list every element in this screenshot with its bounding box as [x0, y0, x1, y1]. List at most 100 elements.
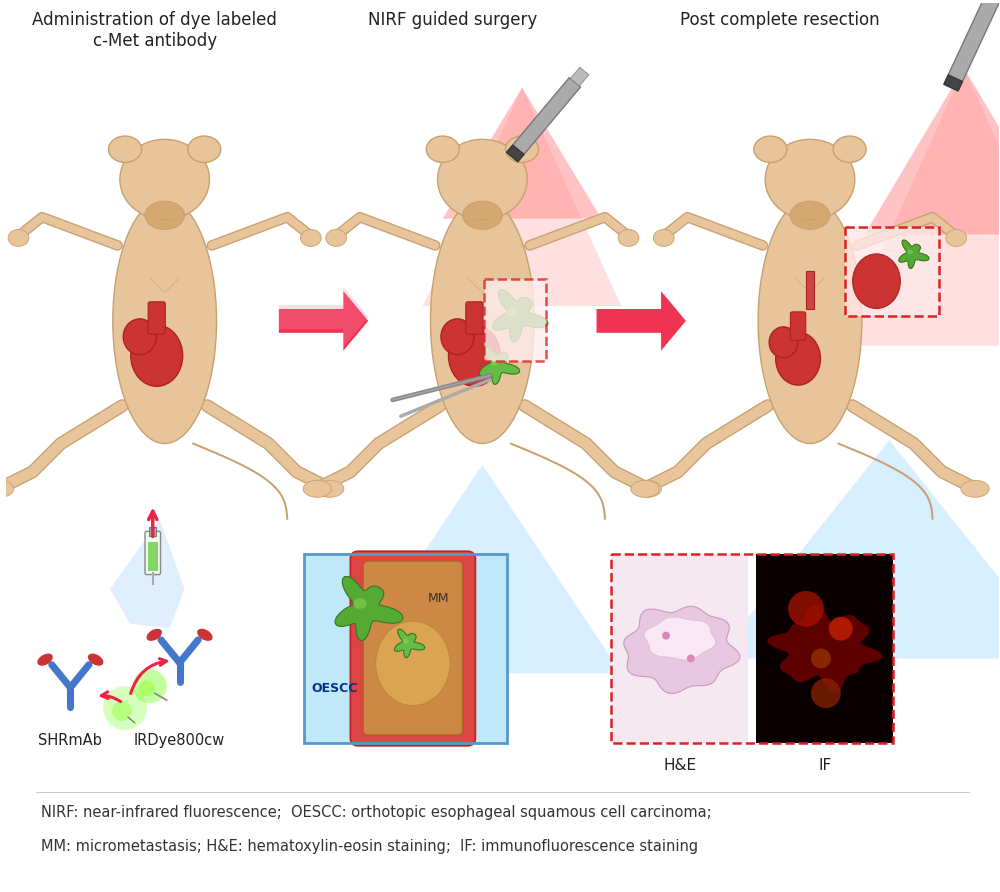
Circle shape: [112, 701, 132, 721]
Ellipse shape: [88, 654, 103, 665]
Polygon shape: [570, 67, 589, 86]
Bar: [149, 526, 156, 535]
Ellipse shape: [326, 229, 347, 246]
Ellipse shape: [376, 621, 450, 706]
Bar: [845, 227, 939, 316]
Bar: [304, 554, 507, 743]
Polygon shape: [279, 287, 368, 347]
Ellipse shape: [833, 136, 866, 162]
Ellipse shape: [507, 307, 518, 316]
Ellipse shape: [448, 325, 500, 386]
Ellipse shape: [961, 480, 989, 497]
Polygon shape: [597, 291, 686, 351]
Bar: [148, 541, 158, 571]
Circle shape: [811, 678, 841, 708]
Circle shape: [103, 686, 147, 730]
Text: MM: MM: [428, 592, 449, 606]
Ellipse shape: [123, 318, 156, 355]
Ellipse shape: [853, 254, 900, 309]
Text: NIRF guided surgery: NIRF guided surgery: [368, 12, 537, 29]
Circle shape: [687, 655, 695, 663]
Polygon shape: [279, 291, 368, 351]
Ellipse shape: [300, 229, 321, 246]
Ellipse shape: [131, 325, 183, 386]
Ellipse shape: [37, 654, 53, 665]
Polygon shape: [335, 576, 403, 640]
Ellipse shape: [197, 629, 213, 641]
Ellipse shape: [303, 480, 331, 497]
FancyBboxPatch shape: [466, 301, 483, 334]
Polygon shape: [716, 440, 1000, 658]
Circle shape: [133, 669, 167, 703]
Ellipse shape: [618, 229, 639, 246]
Bar: [756, 554, 893, 743]
Ellipse shape: [463, 201, 502, 229]
Polygon shape: [394, 629, 425, 657]
Ellipse shape: [631, 480, 659, 497]
Polygon shape: [944, 0, 1000, 91]
Polygon shape: [507, 78, 581, 161]
Ellipse shape: [113, 198, 217, 443]
FancyBboxPatch shape: [148, 301, 165, 334]
Ellipse shape: [316, 480, 344, 497]
Text: OESCC: OESCC: [312, 681, 358, 695]
Circle shape: [829, 616, 853, 640]
Bar: [806, 271, 814, 309]
Ellipse shape: [505, 136, 538, 162]
Text: IF: IF: [818, 757, 831, 772]
Polygon shape: [865, 68, 1000, 235]
Ellipse shape: [8, 229, 29, 246]
FancyBboxPatch shape: [363, 561, 463, 735]
Circle shape: [811, 648, 831, 668]
Ellipse shape: [430, 198, 534, 443]
Ellipse shape: [653, 229, 674, 246]
Ellipse shape: [907, 250, 913, 254]
Ellipse shape: [438, 139, 527, 219]
Ellipse shape: [147, 629, 162, 641]
Text: H&E: H&E: [663, 757, 696, 772]
Ellipse shape: [188, 136, 221, 162]
Ellipse shape: [109, 136, 142, 162]
Ellipse shape: [758, 198, 862, 443]
Ellipse shape: [441, 318, 474, 355]
FancyBboxPatch shape: [350, 551, 475, 746]
Text: NIRF: near-infrared fluorescence;  OESCC: orthotopic esophageal squamous cell ca: NIRF: near-infrared fluorescence; OESCC:…: [41, 805, 711, 821]
Ellipse shape: [769, 326, 798, 358]
FancyBboxPatch shape: [145, 532, 161, 574]
Ellipse shape: [426, 136, 459, 162]
Circle shape: [139, 681, 155, 696]
FancyBboxPatch shape: [790, 312, 806, 340]
Circle shape: [662, 632, 670, 640]
Bar: [611, 554, 748, 743]
Ellipse shape: [353, 599, 367, 609]
FancyBboxPatch shape: [484, 279, 546, 360]
Polygon shape: [944, 75, 963, 91]
Polygon shape: [840, 68, 1000, 346]
Polygon shape: [423, 87, 621, 306]
Ellipse shape: [0, 480, 14, 497]
Ellipse shape: [145, 201, 184, 229]
Polygon shape: [343, 465, 621, 673]
Polygon shape: [767, 606, 882, 692]
Polygon shape: [899, 240, 929, 268]
Ellipse shape: [633, 480, 662, 497]
Polygon shape: [624, 607, 740, 694]
Ellipse shape: [946, 229, 967, 246]
Text: IRDye800cw: IRDye800cw: [134, 733, 225, 747]
Polygon shape: [507, 145, 524, 161]
Ellipse shape: [765, 139, 855, 219]
Polygon shape: [110, 519, 185, 629]
Ellipse shape: [403, 639, 408, 643]
Ellipse shape: [490, 359, 498, 366]
Text: MM: micrometastasis; H&E: hematoxylin-eosin staining;  IF: immunofluorescence st: MM: micrometastasis; H&E: hematoxylin-eo…: [41, 839, 698, 855]
Text: Administration of dye labeled
c-Met antibody: Administration of dye labeled c-Met anti…: [32, 12, 277, 50]
Polygon shape: [443, 87, 601, 219]
Text: Post complete resection: Post complete resection: [680, 12, 880, 29]
Polygon shape: [644, 617, 716, 660]
Ellipse shape: [120, 139, 209, 219]
Polygon shape: [479, 346, 520, 384]
Ellipse shape: [754, 136, 787, 162]
Circle shape: [788, 591, 824, 627]
Polygon shape: [493, 290, 548, 342]
Text: SHRmAb: SHRmAb: [38, 733, 102, 747]
